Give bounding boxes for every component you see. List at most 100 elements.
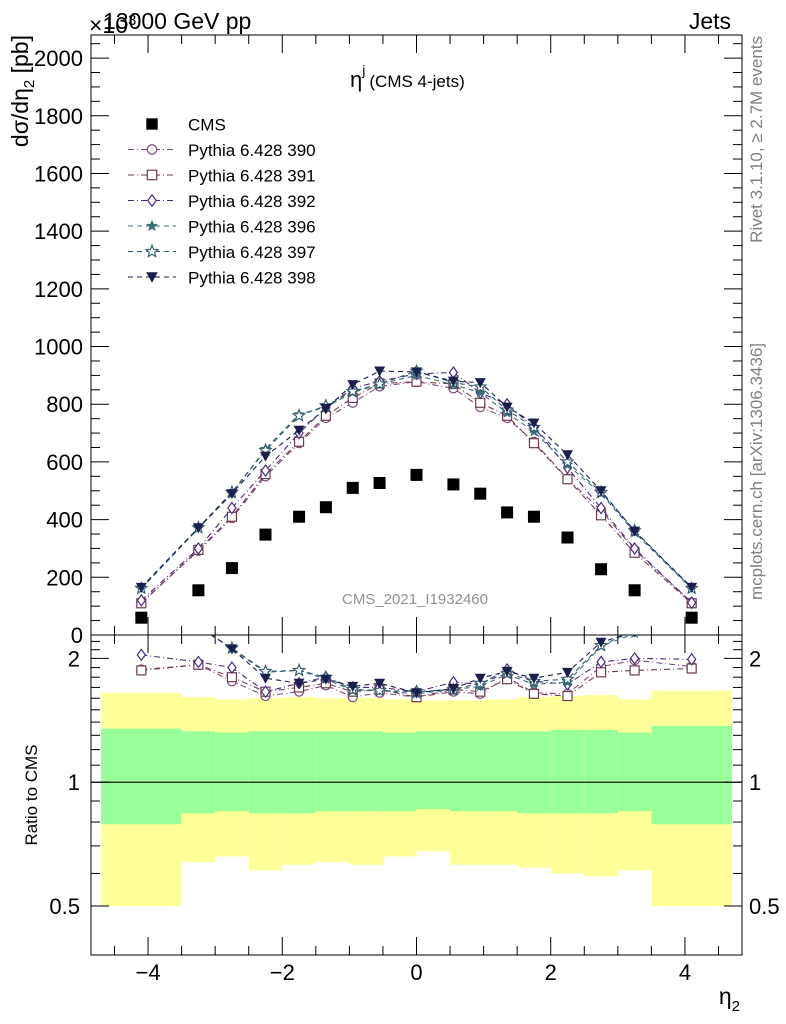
ratio-point bbox=[474, 673, 486, 684]
series-line bbox=[140, 371, 693, 604]
ratio-band-inner bbox=[416, 731, 451, 810]
legend-marker bbox=[147, 193, 157, 208]
data-point bbox=[192, 584, 205, 597]
ratio-point bbox=[136, 624, 147, 635]
data-point bbox=[259, 451, 271, 462]
ratio-point bbox=[136, 648, 147, 662]
data-point bbox=[474, 386, 486, 398]
data-point bbox=[135, 582, 147, 593]
legend-marker bbox=[146, 272, 158, 283]
ratio-point bbox=[562, 690, 573, 702]
ratio-y-tick-label: 2 bbox=[68, 646, 80, 671]
ratio-band-inner bbox=[101, 728, 182, 825]
data-point bbox=[293, 510, 306, 523]
legend-label: Pythia 6.428 396 bbox=[188, 218, 316, 237]
y-tick-label: 600 bbox=[46, 450, 83, 475]
data-point bbox=[346, 481, 359, 494]
ratio-point bbox=[528, 673, 540, 684]
analysis-watermark: CMS_2021_I1932460 bbox=[342, 591, 488, 608]
ratio-y-tick-label: 0.5 bbox=[49, 894, 80, 919]
series-line bbox=[140, 381, 693, 604]
ratio-point bbox=[631, 635, 639, 639]
data-point bbox=[226, 489, 238, 500]
ratio-y-tick-label-right: 1 bbox=[749, 770, 761, 795]
ratio-series-layer bbox=[136, 620, 697, 703]
ratio-point bbox=[633, 635, 636, 638]
y-tick-label: 400 bbox=[46, 508, 83, 533]
data-point bbox=[320, 404, 332, 415]
ratio-band-inner bbox=[584, 729, 618, 814]
data-point bbox=[192, 523, 204, 534]
data-point bbox=[293, 425, 305, 436]
ratio-point bbox=[227, 661, 237, 675]
ratio-point bbox=[595, 667, 607, 678]
ratio-point bbox=[293, 678, 305, 689]
data-point bbox=[562, 474, 573, 485]
y-tick-label: 800 bbox=[46, 392, 83, 417]
data-point bbox=[227, 501, 237, 515]
data-point bbox=[373, 476, 386, 489]
ratio-band-inner bbox=[517, 731, 551, 814]
ratio-band-inner bbox=[248, 731, 283, 814]
data-point bbox=[562, 450, 574, 461]
ratio-uncertainty-bands bbox=[91, 690, 742, 906]
data-point bbox=[260, 464, 271, 478]
ratio-point bbox=[411, 688, 422, 699]
ratio-y-tick-label: 1 bbox=[68, 770, 80, 795]
x-axis-title: η2 bbox=[719, 983, 740, 1015]
y-tick-label: 1400 bbox=[34, 219, 83, 244]
data-point bbox=[225, 562, 238, 575]
ratio-point bbox=[291, 662, 307, 677]
main-series-layer bbox=[134, 363, 699, 624]
data-point bbox=[135, 611, 148, 624]
legend-label: Pythia 6.428 398 bbox=[188, 269, 316, 288]
ratio-band-inner bbox=[349, 731, 383, 812]
y-tick-label: 2000 bbox=[34, 46, 83, 71]
data-point bbox=[259, 528, 272, 541]
data-point bbox=[501, 402, 513, 413]
ratio-point bbox=[193, 620, 204, 631]
ratio-point bbox=[347, 681, 359, 692]
y-tick-label: 1800 bbox=[34, 104, 83, 129]
ratio-point bbox=[686, 652, 697, 666]
mcplots-citation-label: mcplots.cern.ch [arXiv:1306.3436] bbox=[747, 343, 766, 600]
data-point bbox=[347, 380, 359, 391]
ratio-point bbox=[447, 683, 459, 694]
legend: CMS Pythia 6.428 390 Pythia 6.428 391 Pythi… bbox=[128, 116, 316, 288]
data-point bbox=[528, 425, 540, 437]
ratio-point bbox=[136, 635, 146, 636]
header-right-label: Jets bbox=[689, 8, 731, 34]
ratio-band-inner bbox=[450, 731, 484, 812]
data-point bbox=[136, 593, 147, 607]
data-point bbox=[319, 501, 332, 514]
ratio-point bbox=[501, 666, 513, 677]
rivet-version-label: Rivet 3.1.10, ≥ 2.7M events bbox=[747, 36, 766, 243]
data-point bbox=[686, 582, 698, 593]
series-line bbox=[140, 374, 693, 590]
legend-label: Pythia 6.428 391 bbox=[188, 167, 316, 186]
data-point bbox=[685, 611, 698, 624]
legend-label: Pythia 6.428 397 bbox=[188, 243, 316, 262]
data-point bbox=[501, 506, 514, 519]
data-point bbox=[595, 563, 608, 576]
ratio-point bbox=[528, 688, 540, 699]
ratio-band-inner bbox=[483, 731, 518, 812]
data-point bbox=[560, 454, 575, 469]
ratio-band-inner bbox=[550, 729, 585, 814]
y-tick-label: 1600 bbox=[34, 161, 83, 186]
data-point bbox=[628, 584, 641, 597]
data-point bbox=[447, 478, 460, 491]
axis-ticks: 0 200 400 600 800 1000 1200 1400 1600 1800 2000 0.5… bbox=[34, 35, 780, 985]
data-point bbox=[686, 596, 697, 610]
data-point bbox=[629, 541, 640, 555]
ratio-point bbox=[595, 637, 607, 648]
data-point bbox=[193, 541, 204, 555]
ratio-point bbox=[372, 683, 387, 697]
data-point bbox=[372, 376, 387, 391]
data-point bbox=[561, 531, 574, 544]
ratio-point bbox=[629, 665, 640, 676]
ratio-point bbox=[226, 644, 238, 655]
x-tick-label: −2 bbox=[270, 960, 295, 985]
legend-label: CMS bbox=[188, 116, 226, 135]
